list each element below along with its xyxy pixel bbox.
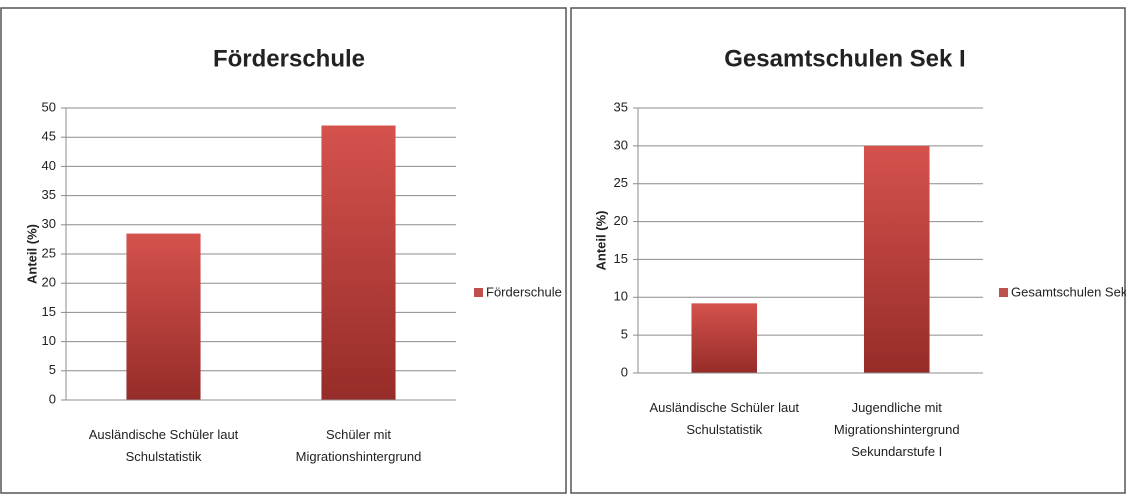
x-tick-label: Schüler mit Migrationshintergrund bbox=[295, 427, 422, 464]
y-tick-label: 50 bbox=[42, 99, 56, 114]
x-tick-label: Jugendliche mit Migrationshintergrund Se… bbox=[833, 400, 960, 459]
y-tick-label: 10 bbox=[42, 333, 56, 348]
bar bbox=[863, 145, 930, 373]
y-tick-label: 45 bbox=[42, 129, 56, 144]
panel-border bbox=[0, 7, 567, 494]
x-tick-label: Ausländische Schüler laut Schulstatistik bbox=[649, 400, 800, 437]
y-tick-label: 10 bbox=[614, 289, 628, 304]
bar bbox=[691, 303, 758, 373]
legend-label: Förderschule bbox=[486, 284, 562, 299]
x-tick-label: Ausländische Schüler laut Schulstatistik bbox=[88, 427, 239, 464]
y-tick-label: 0 bbox=[621, 364, 628, 379]
y-tick-label: 25 bbox=[614, 175, 628, 190]
chart-title: Gesamtschulen Sek I bbox=[724, 45, 965, 72]
chart-title: Förderschule bbox=[213, 45, 365, 72]
y-tick-label: 15 bbox=[614, 251, 628, 266]
y-tick-label: 5 bbox=[621, 327, 628, 342]
y-tick-label: 30 bbox=[42, 216, 56, 231]
y-axis-label: Anteil (%) bbox=[593, 211, 608, 271]
y-tick-label: 25 bbox=[42, 245, 56, 260]
bar bbox=[321, 125, 396, 401]
y-tick-label: 35 bbox=[42, 187, 56, 202]
panel-border bbox=[570, 7, 1126, 494]
legend-label: Gesamtschulen Sek I bbox=[1011, 284, 1126, 299]
y-tick-label: 0 bbox=[49, 391, 56, 406]
y-tick-label: 40 bbox=[42, 158, 56, 173]
y-tick-label: 5 bbox=[49, 362, 56, 377]
y-tick-label: 20 bbox=[614, 213, 628, 228]
y-axis-label: Anteil (%) bbox=[24, 224, 39, 284]
y-tick-label: 35 bbox=[614, 99, 628, 114]
legend-swatch bbox=[474, 288, 483, 297]
legend-swatch bbox=[999, 288, 1008, 297]
y-tick-label: 20 bbox=[42, 275, 56, 290]
y-tick-label: 30 bbox=[614, 137, 628, 152]
bar bbox=[126, 233, 201, 400]
y-tick-label: 15 bbox=[42, 304, 56, 319]
